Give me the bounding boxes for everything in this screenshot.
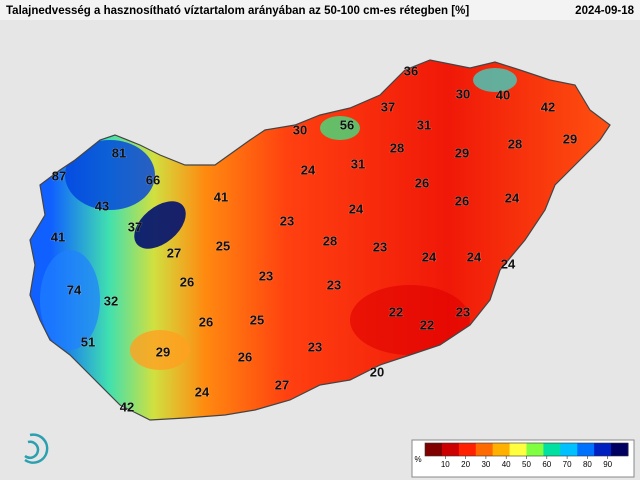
colorbar-tick-label: 80: [583, 460, 592, 469]
station-value: 43: [95, 198, 109, 213]
colorbar-segment: [441, 443, 460, 456]
station-value: 31: [351, 156, 365, 171]
station-value: 28: [323, 233, 337, 248]
colorbar-tick-label: 40: [502, 460, 511, 469]
station-value: 37: [381, 99, 395, 114]
station-value: 23: [308, 339, 322, 354]
station-value: 20: [370, 364, 384, 379]
station-value: 23: [259, 268, 273, 283]
station-value: 41: [51, 229, 65, 244]
colorbar-tick-label: 10: [441, 460, 450, 469]
colorbar-segment: [425, 443, 443, 456]
logo: [24, 433, 49, 464]
colorbar-tick-label: 60: [542, 460, 551, 469]
station-value: 28: [508, 136, 522, 151]
colorbar-segment: [611, 443, 629, 456]
station-value: 25: [250, 312, 264, 327]
station-value: 24: [422, 249, 437, 264]
station-value: 25: [216, 238, 230, 253]
station-value: 24: [349, 201, 364, 216]
colorbar-tick-label: 20: [461, 460, 470, 469]
station-value: 23: [456, 304, 470, 319]
station-value: 24: [501, 256, 516, 271]
colorbar-segment: [560, 443, 578, 456]
station-value: 37: [128, 219, 142, 234]
station-value: 22: [420, 317, 434, 332]
station-value: 81: [112, 145, 126, 160]
station-value: 29: [563, 131, 577, 146]
station-value: 27: [167, 245, 181, 260]
map-title: Talajnedvesség a hasznosítható víztartal…: [6, 5, 469, 17]
colorbar-segment: [475, 443, 494, 456]
colorbar-segment: [577, 443, 595, 456]
station-value: 30: [456, 86, 470, 101]
station-value: 24: [467, 249, 482, 264]
station-value: 26: [238, 349, 252, 364]
station-value: 30: [293, 122, 307, 137]
station-value: 32: [104, 293, 118, 308]
station-value: 51: [81, 334, 95, 349]
station-value: 26: [199, 314, 213, 329]
station-value: 42: [541, 99, 555, 114]
station-value: 24: [505, 190, 520, 205]
station-value: 29: [455, 145, 469, 160]
station-value: 42: [120, 399, 134, 414]
station-value: 26: [180, 274, 194, 289]
colorbar-segment: [526, 443, 544, 456]
station-value: 23: [327, 277, 341, 292]
station-value: 27: [275, 377, 289, 392]
station-value: 24: [195, 384, 210, 399]
station-value: 36: [404, 63, 418, 78]
station-value: 87: [52, 168, 66, 183]
colorbar-segment: [509, 443, 527, 456]
station-value: 40: [496, 87, 510, 102]
colorbar-segment: [594, 443, 612, 456]
colorbar-segment: [458, 443, 477, 456]
date: 2024-09-18: [575, 5, 634, 17]
colorbar-unit: %: [414, 455, 421, 464]
colorbar-segment: [492, 443, 511, 456]
colorbar-tick-label: 90: [603, 460, 612, 469]
station-value: 23: [373, 239, 387, 254]
colorbar-tick-label: 70: [563, 460, 572, 469]
colorbar-tick-label: 30: [481, 460, 490, 469]
station-value: 23: [280, 213, 294, 228]
station-value: 41: [214, 189, 228, 204]
station-value: 28: [390, 140, 404, 155]
station-value: 74: [67, 282, 82, 297]
colorbar-segment: [543, 443, 561, 456]
station-value: 22: [389, 304, 403, 319]
station-value: 66: [146, 172, 160, 187]
colorbar-tick-label: 50: [522, 460, 531, 469]
station-value: 24: [301, 162, 316, 177]
station-value: 26: [415, 175, 429, 190]
header-bar: [0, 0, 640, 20]
station-value: 56: [340, 117, 354, 132]
station-value: 31: [417, 117, 431, 132]
station-value: 26: [455, 193, 469, 208]
station-value: 29: [156, 344, 170, 359]
